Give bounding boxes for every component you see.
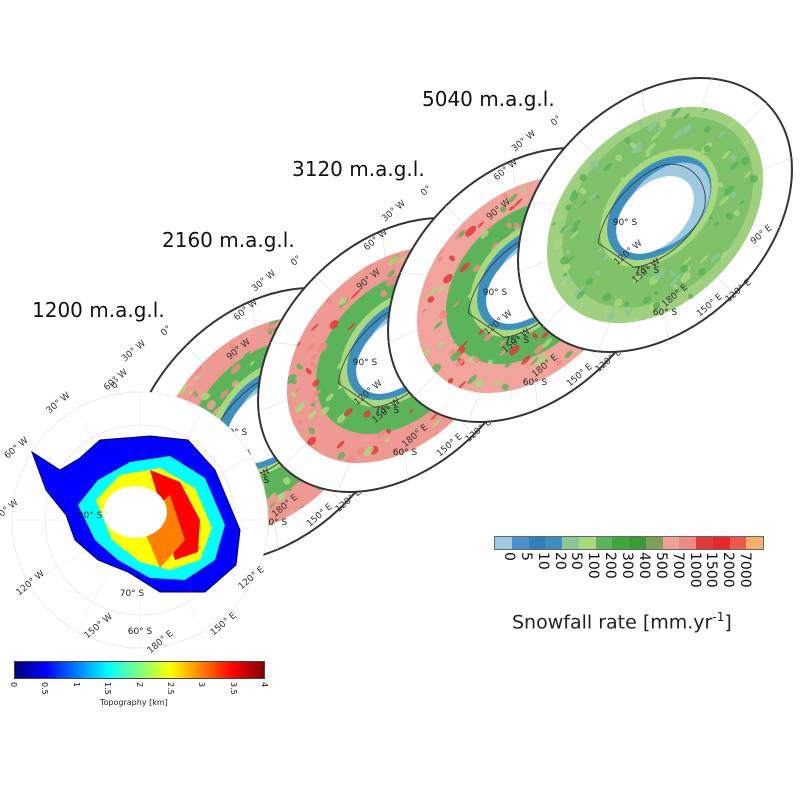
colorbar-segment	[495, 537, 512, 549]
colorbar-tick-label: 200	[602, 552, 619, 579]
latitude-label: 60° S	[128, 627, 153, 637]
colorbar-segment	[629, 537, 646, 549]
colorbar-tick-label: 3.5	[228, 682, 238, 695]
latitude-label: 70° S	[120, 589, 145, 599]
colorbar-tick-label: 700	[669, 552, 686, 579]
colorbar-tick-label: 0	[9, 682, 18, 688]
colorbar-tick-label: 1	[71, 682, 81, 688]
snowfall-colorbar-label: Snowfall rate [mm.yr-1]	[512, 610, 732, 634]
colorbar-segment	[562, 537, 579, 549]
latitude-label: 75° S	[505, 336, 530, 346]
longitude-label: 60° W	[3, 436, 31, 462]
colorbar-segment	[729, 537, 747, 549]
colorbar-tick-label: 4	[260, 682, 269, 688]
colorbar-segment	[712, 537, 730, 549]
longitude-label: 30° W	[510, 129, 538, 155]
longitude-label: 30° W	[120, 339, 148, 365]
latitude-label: 75° S	[375, 406, 400, 416]
colorbar-tick-label: 2000	[720, 552, 737, 588]
colorbar-segment	[612, 537, 629, 549]
longitude-label: 0°	[419, 184, 433, 198]
panel-title-1200: 1200 m.a.g.l.	[32, 298, 165, 322]
colorbar-tick-label: 1500	[703, 552, 720, 588]
colorbar-tick-label: 50	[568, 552, 585, 570]
colorbar-tick-label: 0.5	[40, 682, 50, 695]
colorbar-segment	[511, 537, 529, 549]
latitude-label: 60° S	[523, 378, 548, 388]
latitude-label: 60° S	[263, 518, 288, 528]
latitude-label: 75° S	[635, 266, 660, 276]
snowfall-colorbar	[494, 536, 764, 550]
latitude-label: 90° S	[613, 218, 638, 228]
colorbar-tick-label: 5	[517, 552, 534, 561]
colorbar-segment	[645, 537, 663, 549]
latitude-label: 60° S	[393, 448, 418, 458]
panel-title-2160: 2160 m.a.g.l.	[162, 228, 295, 252]
longitude-label: 30° W	[45, 391, 73, 417]
topography-colorbar	[14, 661, 265, 679]
topography-colorbar-label: Topography [km]	[100, 698, 168, 707]
colorbar-segment	[595, 537, 613, 549]
coastline	[598, 163, 706, 268]
colorbar-segment	[679, 537, 696, 549]
pole-hole	[103, 486, 167, 538]
latitude-label: 90° S	[78, 511, 103, 521]
longitude-label: 30° W	[250, 269, 278, 295]
colorbar-tick-label: 1.5	[103, 682, 113, 695]
colorbar-tick-label: 300	[619, 552, 635, 579]
panel-title-3120: 3120 m.a.g.l.	[292, 157, 425, 181]
colorbar-tick-label: 1000	[686, 552, 703, 588]
colorbar-tick-label: 10	[534, 552, 551, 570]
latitude-label: 90° S	[483, 288, 508, 298]
colorbar-tick-label: 0	[500, 552, 517, 561]
longitude-label: 0°	[159, 324, 173, 338]
latitude-label: 90° S	[223, 428, 248, 438]
colorbar-tick-label: 3	[197, 682, 207, 688]
colorbar-tick-label: 400	[635, 552, 652, 579]
longitude-label: 0°	[289, 254, 303, 268]
pole-hole	[616, 176, 694, 254]
colorbar-tick-label: 100	[585, 552, 602, 579]
colorbar-segment	[662, 537, 680, 549]
panel-title-5040: 5040 m.a.g.l.	[422, 87, 555, 111]
longitude-label: 0°	[549, 114, 563, 128]
colorbar-tick-label: 2	[134, 682, 144, 688]
colorbar-tick-label: 7000	[737, 552, 754, 588]
colorbar-tick-label: 2.5	[165, 682, 175, 695]
colorbar-tick-label: 500	[652, 552, 669, 579]
colorbar-segment	[545, 537, 562, 549]
colorbar-segment	[696, 537, 713, 549]
latitude-label: 60° S	[653, 308, 678, 318]
longitude-label: 30° W	[380, 199, 408, 225]
latitude-label: 90° S	[353, 358, 378, 368]
colorbar-tick-label: 20	[551, 552, 568, 570]
colorbar-segment	[528, 537, 546, 549]
colorbar-segment	[578, 537, 596, 549]
colorbar-segment	[746, 537, 763, 549]
